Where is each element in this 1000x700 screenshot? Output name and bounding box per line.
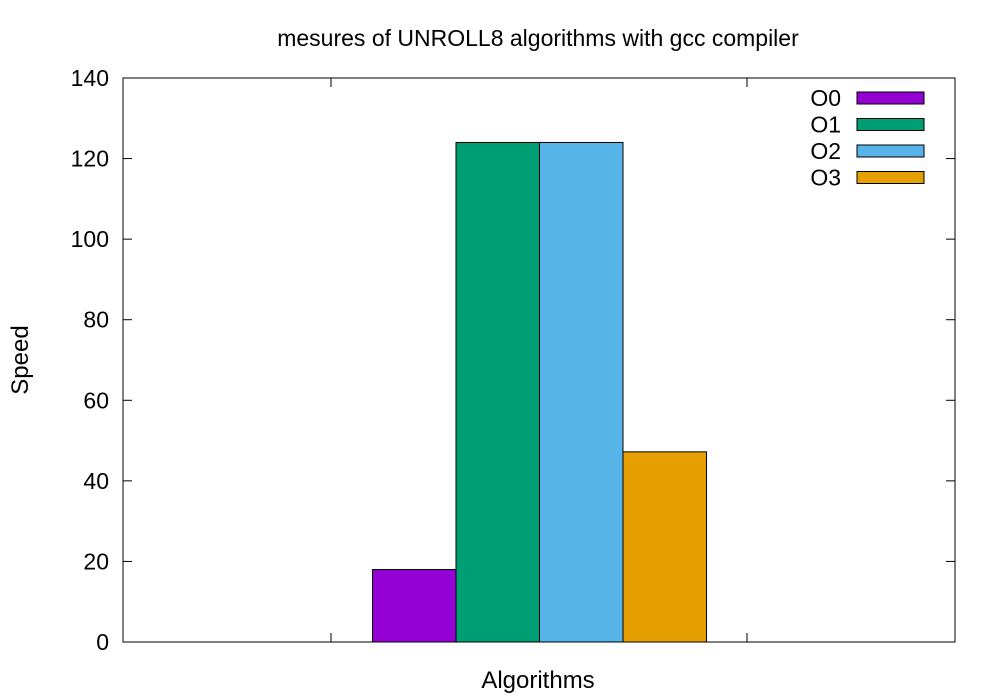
legend-label-o3: O3 <box>810 165 841 191</box>
y-tick-label: 40 <box>83 468 109 494</box>
bars <box>372 141 707 643</box>
chart-title: mesures of UNROLL8 algorithms with gcc c… <box>277 25 799 51</box>
x-axis-label: Algorithms <box>481 667 594 694</box>
y-tick-label: 140 <box>71 65 109 91</box>
legend-label-o0: O0 <box>810 85 841 111</box>
legend-swatch-o0 <box>856 91 925 105</box>
y-tick-label: 60 <box>83 387 109 413</box>
legend-label-o1: O1 <box>810 112 841 138</box>
y-tick-label: 80 <box>83 307 109 333</box>
y-tick-label: 0 <box>96 629 109 655</box>
y-tick-label: 120 <box>71 146 109 172</box>
y-axis-label: Speed <box>7 325 34 394</box>
legend-swatch-o1 <box>856 118 925 131</box>
y-axis: 0 20 40 60 80 100 120 140 <box>71 65 955 655</box>
bar-o3 <box>622 451 707 643</box>
bar-o0 <box>372 568 457 643</box>
y-tick-label: 20 <box>83 548 109 574</box>
legend-swatch-o3 <box>856 171 925 184</box>
legend-label-o2: O2 <box>810 138 841 164</box>
y-tick-label: 100 <box>71 226 109 252</box>
legend-swatch-o2 <box>856 144 925 158</box>
bar-o2 <box>539 141 624 643</box>
bar-o1 <box>455 141 540 643</box>
